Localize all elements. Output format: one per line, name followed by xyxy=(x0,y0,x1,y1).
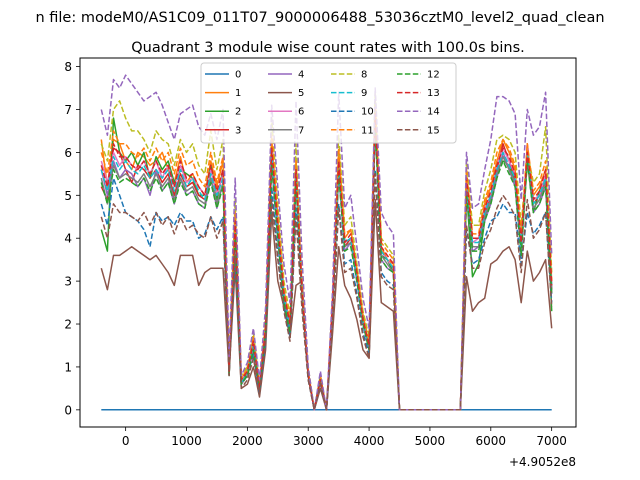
y-axis-ticks: 0 1 2 3 4 5 6 7 8 xyxy=(64,60,80,417)
y-tick-label: 5 xyxy=(64,189,72,203)
legend-label-5: 5 xyxy=(298,88,304,99)
figure-suptitle: n file: modeM0/AS1C09_011T07_9000006488_… xyxy=(35,10,604,26)
legend-label-9: 9 xyxy=(361,88,367,99)
plot-series-group xyxy=(100,74,553,411)
legend-label-14: 14 xyxy=(427,107,440,118)
x-tick-label: 4000 xyxy=(354,434,385,448)
legend-label-13: 13 xyxy=(427,88,440,99)
x-tick-label: 3000 xyxy=(293,434,324,448)
legend-label-11: 11 xyxy=(361,125,374,136)
series-line-14 xyxy=(100,74,553,411)
y-tick-label: 2 xyxy=(64,318,72,332)
y-tick-label: 0 xyxy=(64,403,72,417)
x-tick-label: 2000 xyxy=(232,434,263,448)
series-line-8 xyxy=(100,91,553,411)
legend-frame xyxy=(200,62,457,144)
legend-label-8: 8 xyxy=(361,70,367,81)
legend-label-2: 2 xyxy=(235,107,241,118)
legend-label-4: 4 xyxy=(298,70,304,81)
legend-label-7: 7 xyxy=(298,125,304,136)
series-line-15 xyxy=(100,173,553,411)
chart-title: Quadrant 3 module wise count rates with … xyxy=(131,40,525,56)
x-tick-label: 0 xyxy=(122,434,130,448)
x-axis-offset-label: +4.9052e8 xyxy=(509,455,576,469)
y-tick-label: 6 xyxy=(64,146,72,160)
legend-label-10: 10 xyxy=(361,107,374,118)
x-tick-label: 6000 xyxy=(476,434,507,448)
y-tick-label: 4 xyxy=(64,232,72,246)
legend-label-1: 1 xyxy=(235,88,241,99)
legend-label-0: 0 xyxy=(235,70,241,81)
x-tick-label: 7000 xyxy=(536,434,567,448)
legend-label-3: 3 xyxy=(235,125,241,136)
x-axis-ticks: 0 1000 2000 3000 4000 5000 6000 7000 xyxy=(122,427,567,448)
y-tick-label: 8 xyxy=(64,60,72,74)
legend-label-12: 12 xyxy=(427,70,440,81)
legend-label-15: 15 xyxy=(427,125,440,136)
x-tick-label: 1000 xyxy=(171,434,202,448)
axes-frame xyxy=(79,57,577,428)
y-tick-label: 7 xyxy=(64,103,72,117)
y-tick-label: 3 xyxy=(64,275,72,289)
legend-label-6: 6 xyxy=(298,107,304,118)
x-tick-label: 5000 xyxy=(415,434,446,448)
y-tick-label: 1 xyxy=(64,360,72,374)
series-line-9 xyxy=(100,117,553,411)
